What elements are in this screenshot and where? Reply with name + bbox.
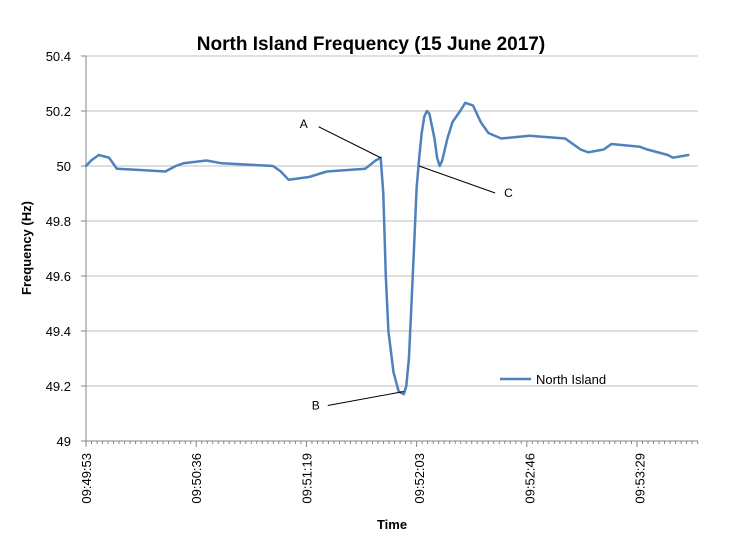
x-axis-title: Time — [377, 517, 407, 532]
x-tick-label: 09:51:19 — [299, 453, 314, 504]
series-group — [84, 101, 690, 396]
x-tick-label: 09:53:29 — [633, 453, 648, 504]
y-tick-label: 49.8 — [46, 214, 71, 229]
x-tick-labels: 09:49:53 09:50:36 09:51:19 09:52:03 09:52:46… — [79, 453, 648, 504]
axes — [81, 55, 699, 447]
legend-label: North Island — [536, 372, 606, 387]
y-axis-title: Frequency (Hz) — [19, 201, 34, 295]
annotation-label-b: B — [312, 399, 320, 413]
chart-title: North Island Frequency (15 June 2017) — [197, 34, 545, 55]
annotation-label-a: A — [300, 117, 308, 131]
annotation-leader-a — [318, 126, 381, 159]
y-tick-label: 50.4 — [46, 49, 71, 64]
y-tick-label: 50 — [57, 159, 71, 174]
annotation-leader-b — [327, 391, 404, 406]
annotation-label-c: C — [504, 186, 513, 200]
y-tick-label: 49.4 — [46, 324, 71, 339]
x-tick-label: 09:52:46 — [522, 453, 537, 504]
y-tick-labels: 49 49.2 49.4 49.6 49.8 50 50.2 50.4 — [46, 49, 71, 449]
gridlines — [86, 55, 698, 387]
x-tick-label: 09:50:36 — [189, 453, 204, 504]
legend: North Island — [500, 372, 606, 387]
y-tick-label: 49 — [57, 434, 71, 449]
y-tick-label: 49.6 — [46, 269, 71, 284]
x-tick-label: 09:52:03 — [412, 453, 427, 504]
y-tick-label: 50.2 — [46, 104, 71, 119]
annotations: A B C — [300, 117, 513, 413]
annotation-leader-c — [418, 165, 496, 194]
series-line-north-island — [84, 101, 690, 396]
x-tick-label: 09:49:53 — [79, 453, 94, 504]
y-tick-label: 49.2 — [46, 379, 71, 394]
